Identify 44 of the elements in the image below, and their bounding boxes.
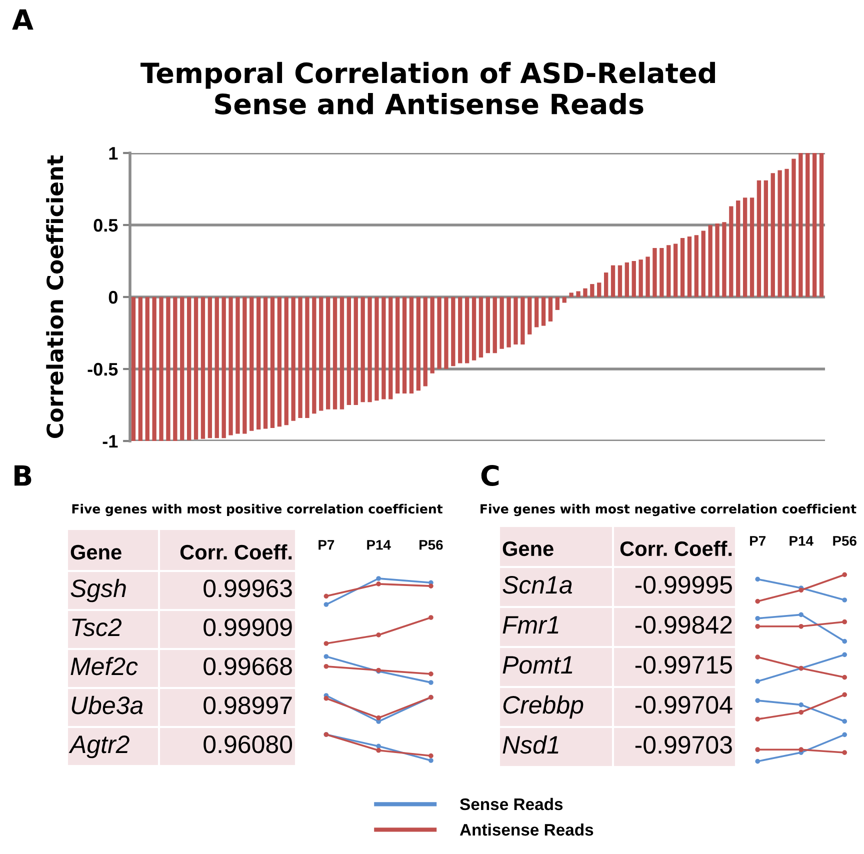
text: Agtr2 xyxy=(68,736,130,758)
text: 0.98997 xyxy=(204,696,292,714)
text: Gene xyxy=(70,544,122,560)
text: Corr. Coeff. xyxy=(180,544,292,560)
text: Gene xyxy=(502,541,554,556)
text: 0.99963 xyxy=(204,580,292,598)
text: -0.99715 xyxy=(635,656,732,674)
text: Sgsh xyxy=(70,578,126,602)
text: Ube3a xyxy=(72,696,143,714)
text: -0.99703 xyxy=(635,736,732,754)
text: Five genes with most positive correlation coefficient xyxy=(72,504,443,516)
y-tick-label: 0.5 xyxy=(94,218,118,232)
y-tick-label: 1 xyxy=(109,147,118,160)
text: Five genes with most negative correlation coefficient xyxy=(480,504,856,516)
x-tick-label: P14 xyxy=(790,536,814,546)
text: Corr. Coeff. xyxy=(620,540,732,556)
x-tick-label: P7 xyxy=(750,536,766,546)
legend-label: Sense Reads xyxy=(460,798,563,810)
y-tick-label: -0.5 xyxy=(88,362,118,376)
text: Mef2c xyxy=(70,656,138,676)
text: Scn1a xyxy=(502,576,572,594)
text: Tsc2 xyxy=(72,618,122,636)
x-tick-label: P7 xyxy=(318,540,334,550)
text: C xyxy=(481,465,499,486)
text: Crebbp xyxy=(503,695,584,719)
text: A xyxy=(12,9,34,30)
x-tick-label: P14 xyxy=(367,540,391,550)
text: 0.96080 xyxy=(204,736,292,754)
y-tick-label: -1 xyxy=(102,435,118,448)
text: Pomt1 xyxy=(502,656,572,674)
text: 0.99668 xyxy=(204,658,292,676)
text: Nsd1 xyxy=(502,735,558,754)
text: -0.99995 xyxy=(635,576,732,594)
text: Fmr1 xyxy=(502,616,558,634)
x-tick-label: P56 xyxy=(420,540,443,550)
y-tick-label: 0 xyxy=(108,290,118,304)
y-axis-title: Correlation Coefficient xyxy=(46,155,64,438)
x-tick-label: P56 xyxy=(833,536,856,546)
text: B xyxy=(14,465,32,486)
legend-label: Antisense Reads xyxy=(460,823,594,836)
text: 0.99909 xyxy=(204,618,292,636)
chart-title: Temporal Correlation of ASD-Related Sense and Antisense Reads xyxy=(140,62,715,115)
text: -0.99842 xyxy=(635,616,732,634)
text: -0.99704 xyxy=(635,696,732,714)
